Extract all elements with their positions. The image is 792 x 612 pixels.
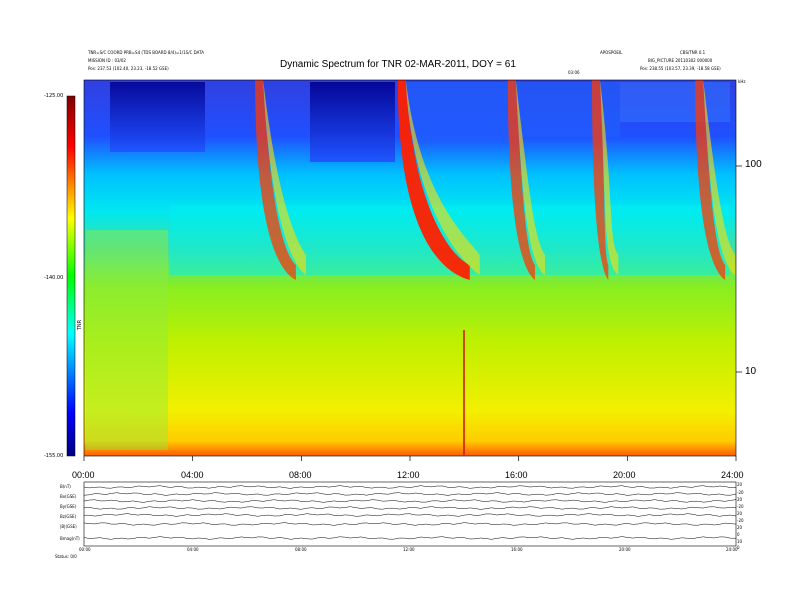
colorbar-tick-bottom: -155.00 (44, 453, 64, 459)
lower-right-label-6: 20 (737, 525, 743, 530)
event-marker-label: 03:06 (568, 70, 580, 75)
colorbar (66, 95, 76, 457)
lower-right-label-1: -20 (737, 490, 744, 495)
burst-halo (600, 80, 619, 275)
lower-x-tick-1: 04:00 (187, 547, 199, 552)
lower-right-label-0: 20 (737, 482, 743, 487)
burst-halo (703, 80, 736, 275)
burst-mark (695, 80, 726, 280)
dark-region-1 (110, 82, 205, 152)
header-left-line3: Pos: 237.53 (102.40, 23.23, -18.52 GSE) (88, 66, 169, 71)
header-left-line1: TNR=S/C COORD PRB=S4 (TDS BOARD 8/4)=1/1… (88, 50, 204, 55)
footer-status: Status: 0/0 (55, 554, 77, 559)
lower-trace (83, 506, 737, 510)
left-green-block (86, 230, 168, 450)
lower-x-tick-0: 00:00 (79, 547, 91, 552)
header-right-line1b: CBS/TNR 0.1 (680, 50, 706, 55)
dark-region-5 (620, 82, 730, 122)
header-right-line2: BIG_PICTURE 20110302 000000 (648, 58, 713, 63)
x-tick-2: 08:00 (289, 470, 312, 480)
lower-trace (83, 536, 736, 540)
lower-row-label-5: Bmag(nT) (60, 536, 80, 541)
lower-trace (84, 513, 737, 517)
burst-mark (507, 80, 535, 280)
x-tick-3: 12:00 (397, 470, 420, 480)
dark-region-3 (400, 82, 520, 142)
dark-region-2 (310, 82, 395, 162)
lower-x-tick-6: 24:00 (726, 547, 738, 552)
x-tick-5: 20:00 (613, 470, 636, 480)
x-tick-6: 24:00 (721, 470, 744, 480)
colorbar-tick-top: -125.00 (44, 93, 64, 99)
lower-right-label-2: 20 (737, 497, 743, 502)
lower-row-label-2: By(GSE) (60, 504, 77, 509)
lower-x-tick-4: 16:00 (511, 547, 523, 552)
burst-mark (592, 80, 609, 280)
chart-title: Dynamic Spectrum for TNR 02-MAR-2011, DO… (280, 59, 516, 70)
lower-right-label-8: 10 (737, 539, 743, 544)
lower-row-label-0: B(nT) (60, 484, 71, 489)
burst-halo (515, 80, 545, 275)
x-tick-1: 04:00 (181, 470, 204, 480)
lower-row-label-3: Bz(GSE) (60, 514, 77, 519)
lower-right-label-5: -20 (737, 518, 744, 523)
lower-x-tick-3: 12:00 (403, 547, 415, 552)
header-right-line3: Pos: 238.55 (103.57, 23.39, -18.58 GSE) (640, 66, 721, 71)
lower-row-label-1: Bx(GSE) (60, 494, 77, 499)
burst-mark (255, 80, 296, 280)
x-tick-marks (83, 456, 737, 461)
y-tick-100: 100 (745, 159, 762, 170)
lower-right-label-7: 0 (737, 532, 740, 537)
y-tick-10: 10 (745, 366, 757, 377)
x-tick-4: 16:00 (505, 470, 528, 480)
lower-trace (83, 485, 737, 489)
lower-trace (83, 499, 737, 503)
burst-halo (263, 80, 306, 275)
burst-mark (397, 80, 470, 280)
lower-trace (83, 522, 737, 526)
lower-right-label-9: 0 (737, 545, 740, 550)
x-tick-0: 00:00 (72, 470, 95, 480)
lower-right-label-3: -20 (737, 504, 744, 509)
header-right-line1: APOSPOEIL (600, 50, 623, 55)
burst-halo (405, 80, 480, 275)
burst-layer (255, 80, 736, 280)
lower-x-tick-2: 08:00 (295, 547, 307, 552)
header-left-line2: MISSION ID : 03/02 (88, 58, 126, 63)
lower-right-label-4: 20 (737, 511, 743, 516)
lower-panel-lines (83, 485, 737, 540)
lower-row-label-4: |B|(GSE) (60, 524, 77, 529)
colorbar-tick-mid: -140.00 (44, 275, 64, 281)
lower-x-tick-5: 20:00 (619, 547, 631, 552)
top-right-unit: kHz (738, 79, 746, 84)
lower-trace (83, 492, 737, 496)
